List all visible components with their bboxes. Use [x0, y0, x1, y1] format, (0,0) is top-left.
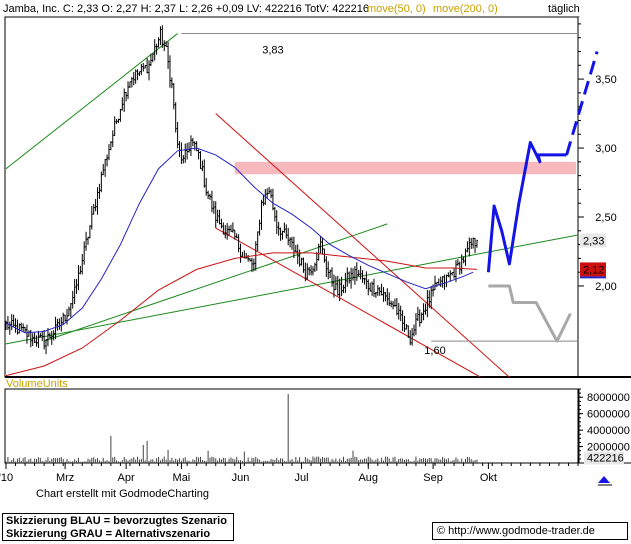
- month-label: Jun: [232, 472, 250, 484]
- last-close-marker-box: [580, 233, 606, 248]
- trendline-green: [43, 223, 388, 342]
- copyright-icon: ©: [437, 525, 446, 537]
- source-credit: © http://www.godmode-trader.de: [432, 522, 628, 540]
- scenario-blue: [486, 141, 567, 273]
- resistance-zone: [234, 161, 577, 175]
- month-label: Mrz: [56, 472, 74, 484]
- high-level-label: 3,83: [262, 45, 283, 57]
- trendline-green: [5, 234, 578, 345]
- volume-tick-label: 2000000: [587, 442, 630, 454]
- source-link[interactable]: http://www.godmode-trader.de: [448, 525, 595, 537]
- ma200-marker-box: [580, 262, 606, 277]
- price-tick-label: 3,50: [595, 74, 616, 86]
- volume-bars: [5, 393, 478, 463]
- volume-axis: 2000000 4000000 6000000 8000000: [578, 388, 630, 464]
- price-tick-label: 2,50: [595, 212, 616, 224]
- time-axis: '10 Mrz Apr Mai Jun Jul Aug Sep Okt: [0, 463, 579, 484]
- price-tick-label: 3,00: [595, 143, 616, 155]
- trendline-red: [215, 227, 482, 377]
- low-level-label: 1,60: [424, 345, 445, 357]
- ma50-label: move(50, 0): [367, 3, 426, 15]
- scenario-legend: Skizzierung BLAU = bevorzugtes Szenario …: [2, 513, 234, 541]
- quote-header: Jamba, Inc. C: 2,33 O: 2,27 H: 2,37 L: 2…: [3, 3, 369, 15]
- price-axis: 2,00 2,50 3,00 3,50: [578, 23, 617, 293]
- price-panel: [4, 16, 580, 378]
- month-label: Okt: [480, 472, 497, 484]
- price-bars: [5, 25, 478, 355]
- volume-tick-label: 4000000: [587, 425, 630, 437]
- price-tick-label: 2,00: [595, 281, 616, 293]
- level-lines: 3,83 1,60: [181, 33, 578, 357]
- scenario-sketches: [486, 51, 599, 343]
- trendline-green: [5, 33, 178, 170]
- volume-tick-label: 8000000: [587, 392, 630, 404]
- trendlines: [5, 33, 578, 377]
- trendline-red: [215, 113, 510, 377]
- month-label: Sep: [423, 472, 443, 484]
- volume-marker-label: 422216: [587, 453, 624, 465]
- legend-blue: Skizzierung BLAU = bevorzugtes Szenario: [6, 515, 227, 527]
- price-markers: 2,33 2,12 422216: [580, 233, 624, 465]
- legend-grey: Skizzierung GRAU = Alternativszenario: [6, 528, 211, 540]
- month-label: Jul: [295, 472, 309, 484]
- ma200-label: move(200, 0): [433, 3, 498, 15]
- month-label: '10: [0, 472, 13, 484]
- month-label: Aug: [358, 472, 378, 484]
- ma200-line: [5, 252, 477, 377]
- ma50-line: [5, 147, 474, 334]
- chart-credit: Chart erstellt mit GodmodeCharting: [36, 488, 210, 500]
- ma200-marker-label: 2,12: [583, 264, 604, 276]
- month-label: Apr: [118, 472, 135, 484]
- month-label: Mai: [173, 472, 191, 484]
- volume-marker-box: [584, 451, 624, 465]
- last-close-marker-label: 2,33: [583, 235, 604, 247]
- volume-panel: [4, 388, 580, 464]
- volume-units-label: VolumeUnits: [6, 378, 68, 390]
- period-label: täglich: [548, 3, 580, 15]
- logo-icon: [598, 476, 612, 486]
- scenario-grey: [488, 284, 572, 343]
- volume-tick-label: 6000000: [587, 409, 630, 421]
- price-axis-area: [578, 17, 631, 377]
- scenario-blue-dashed: [565, 51, 599, 156]
